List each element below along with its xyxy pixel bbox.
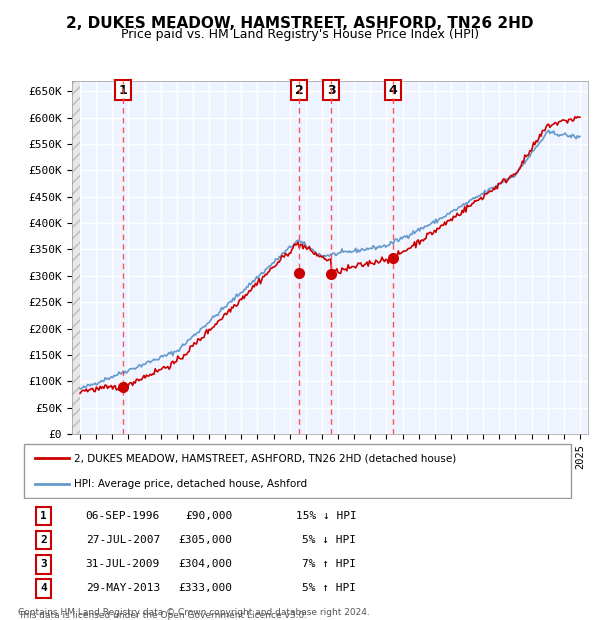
Text: £90,000: £90,000 xyxy=(185,511,232,521)
Text: 1: 1 xyxy=(119,84,127,97)
Text: 3: 3 xyxy=(40,559,47,569)
Text: 4: 4 xyxy=(40,583,47,593)
Text: This data is licensed under the Open Government Licence v3.0.: This data is licensed under the Open Gov… xyxy=(18,611,307,620)
Text: 5% ↑ HPI: 5% ↑ HPI xyxy=(302,583,356,593)
Text: HPI: Average price, detached house, Ashford: HPI: Average price, detached house, Ashf… xyxy=(74,479,308,489)
Text: 15% ↓ HPI: 15% ↓ HPI xyxy=(296,511,356,521)
Text: 7% ↑ HPI: 7% ↑ HPI xyxy=(302,559,356,569)
Text: £304,000: £304,000 xyxy=(178,559,232,569)
Text: Price paid vs. HM Land Registry's House Price Index (HPI): Price paid vs. HM Land Registry's House … xyxy=(121,28,479,41)
Text: £333,000: £333,000 xyxy=(178,583,232,593)
Text: Contains HM Land Registry data © Crown copyright and database right 2024.: Contains HM Land Registry data © Crown c… xyxy=(18,608,370,617)
Text: 2: 2 xyxy=(295,84,303,97)
Text: 31-JUL-2009: 31-JUL-2009 xyxy=(86,559,160,569)
Text: 5% ↓ HPI: 5% ↓ HPI xyxy=(302,535,356,545)
Text: £305,000: £305,000 xyxy=(178,535,232,545)
Text: 27-JUL-2007: 27-JUL-2007 xyxy=(86,535,160,545)
Text: 2, DUKES MEADOW, HAMSTREET, ASHFORD, TN26 2HD: 2, DUKES MEADOW, HAMSTREET, ASHFORD, TN2… xyxy=(66,16,534,30)
Bar xyxy=(72,81,80,434)
Text: 06-SEP-1996: 06-SEP-1996 xyxy=(86,511,160,521)
Text: 1: 1 xyxy=(40,511,47,521)
Text: 2: 2 xyxy=(40,535,47,545)
Text: 29-MAY-2013: 29-MAY-2013 xyxy=(86,583,160,593)
FancyBboxPatch shape xyxy=(23,445,571,498)
Text: 3: 3 xyxy=(327,84,335,97)
Text: 2, DUKES MEADOW, HAMSTREET, ASHFORD, TN26 2HD (detached house): 2, DUKES MEADOW, HAMSTREET, ASHFORD, TN2… xyxy=(74,453,457,463)
Text: 4: 4 xyxy=(389,84,397,97)
